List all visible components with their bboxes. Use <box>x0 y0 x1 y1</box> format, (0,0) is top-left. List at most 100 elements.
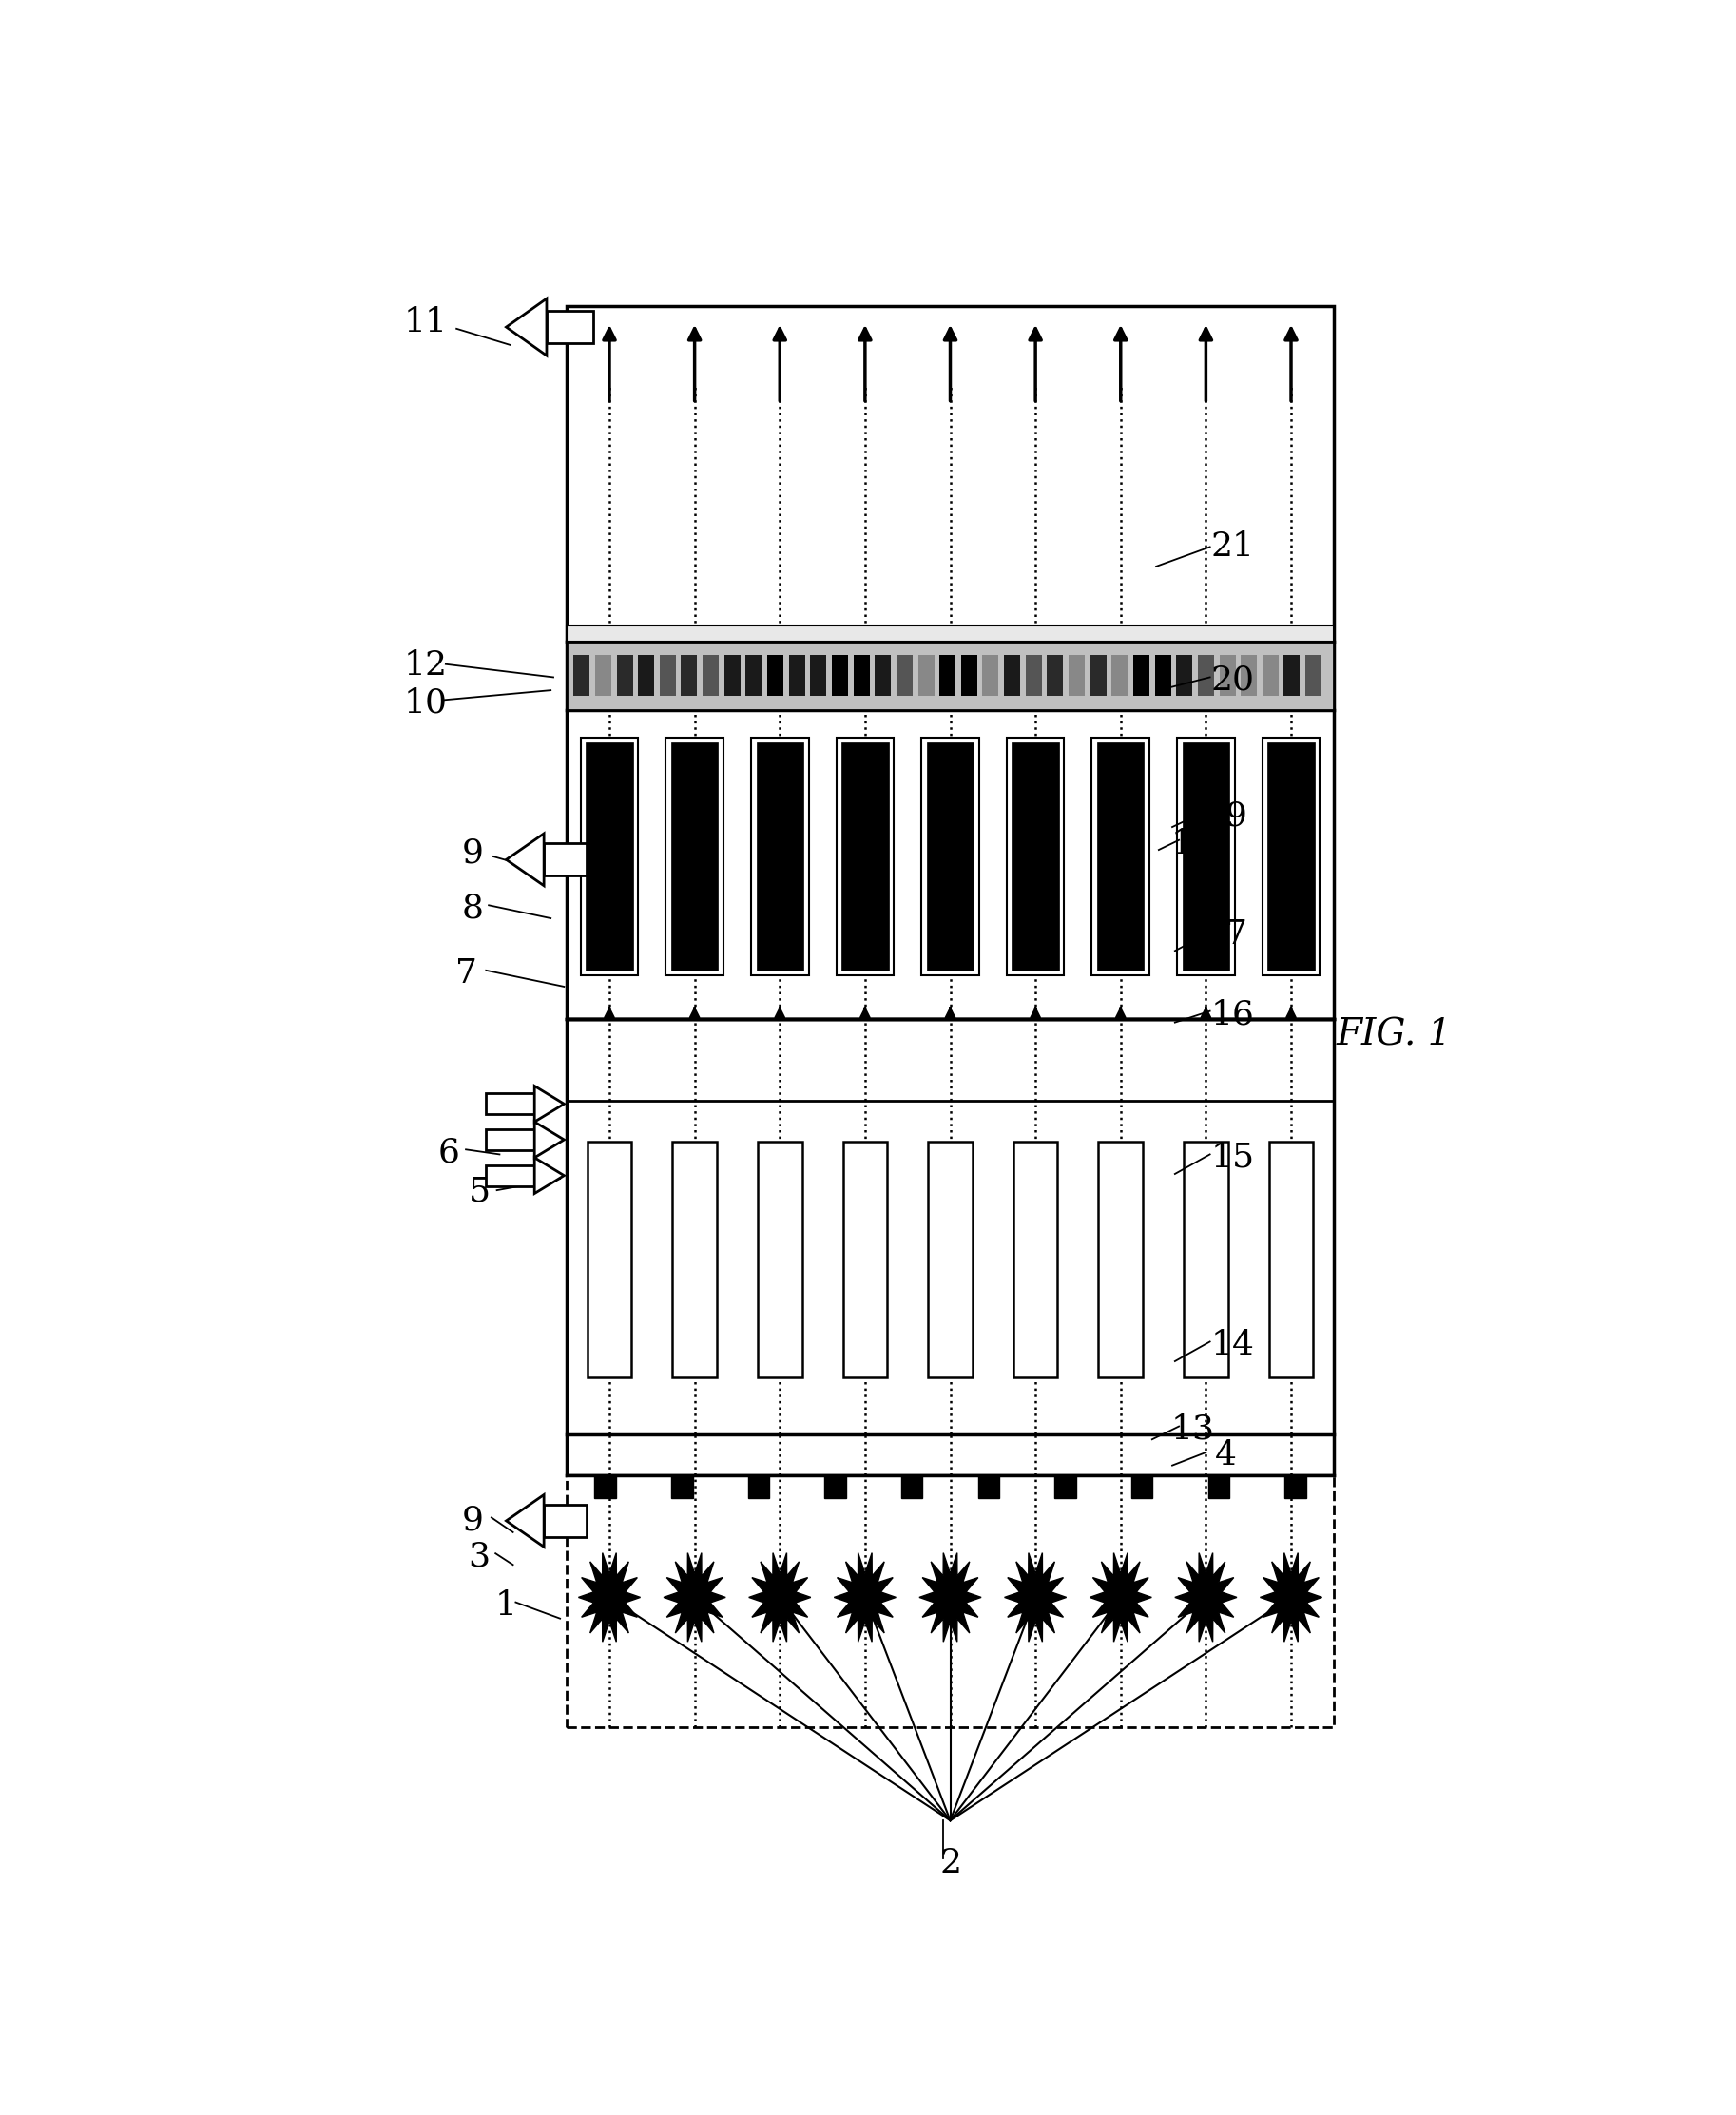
Bar <box>962 656 977 696</box>
Text: 16: 16 <box>1212 998 1255 1030</box>
Text: 1: 1 <box>495 1588 517 1622</box>
Bar <box>486 1093 535 1115</box>
Text: 11: 11 <box>404 307 448 338</box>
Bar <box>1090 656 1106 696</box>
Text: 9: 9 <box>462 838 484 869</box>
Bar <box>875 656 891 696</box>
Text: 17: 17 <box>1205 918 1248 952</box>
Polygon shape <box>1005 1552 1066 1641</box>
Text: 7: 7 <box>455 958 477 990</box>
Bar <box>811 656 826 696</box>
Bar <box>1219 656 1236 696</box>
Bar <box>566 626 1333 641</box>
Bar <box>672 1476 693 1497</box>
Polygon shape <box>578 1552 641 1641</box>
Bar <box>1007 738 1064 975</box>
Bar <box>1069 656 1085 696</box>
Polygon shape <box>535 1157 564 1193</box>
Bar <box>752 738 809 975</box>
Text: 4: 4 <box>1215 1440 1238 1472</box>
Bar <box>1241 656 1257 696</box>
Bar <box>748 1476 769 1497</box>
Text: 3: 3 <box>469 1540 490 1574</box>
Bar <box>757 742 804 971</box>
Bar <box>1262 738 1319 975</box>
Bar <box>566 1476 1333 1728</box>
Polygon shape <box>507 833 543 886</box>
Bar <box>842 742 889 971</box>
Bar <box>832 656 847 696</box>
Bar <box>543 844 587 876</box>
Bar <box>566 1019 1333 1476</box>
Bar <box>573 656 590 696</box>
Bar <box>1208 1476 1229 1497</box>
Bar <box>767 656 783 696</box>
Bar <box>927 742 974 971</box>
Bar <box>486 1165 535 1187</box>
Bar <box>1097 742 1144 971</box>
Text: FIG. 1: FIG. 1 <box>1337 1017 1451 1053</box>
Bar <box>1177 738 1234 975</box>
Bar <box>639 656 654 696</box>
Bar <box>681 656 698 696</box>
Text: 13: 13 <box>1170 1413 1215 1447</box>
Text: 6: 6 <box>437 1136 460 1170</box>
Bar <box>667 738 724 975</box>
Bar <box>1198 656 1213 696</box>
Bar <box>1111 656 1128 696</box>
Bar <box>1267 742 1314 971</box>
Bar <box>1154 656 1170 696</box>
Bar <box>929 1142 972 1377</box>
Bar <box>918 656 934 696</box>
Bar <box>1269 1142 1312 1377</box>
Bar <box>486 1129 535 1151</box>
Text: 21: 21 <box>1212 531 1255 563</box>
Polygon shape <box>663 1552 726 1641</box>
Bar <box>672 742 719 971</box>
Bar <box>746 656 762 696</box>
Polygon shape <box>535 1085 564 1121</box>
Bar <box>837 738 894 975</box>
Polygon shape <box>1260 1552 1323 1641</box>
Bar <box>901 1476 922 1497</box>
Bar <box>1012 742 1059 971</box>
Bar <box>660 656 675 696</box>
Bar <box>1184 1142 1227 1377</box>
Bar <box>1132 1476 1153 1497</box>
Bar <box>977 1476 1000 1497</box>
Bar <box>1014 1142 1057 1377</box>
Bar <box>983 656 998 696</box>
Polygon shape <box>833 1552 896 1641</box>
Bar <box>788 656 806 696</box>
Bar <box>616 656 632 696</box>
Bar <box>757 1142 802 1377</box>
Text: 12: 12 <box>404 649 448 681</box>
Bar <box>896 656 913 696</box>
Text: 8: 8 <box>462 893 484 924</box>
Text: 20: 20 <box>1212 664 1255 696</box>
Bar <box>1182 742 1229 971</box>
Text: 2: 2 <box>939 1846 962 1878</box>
Text: 9: 9 <box>462 1504 484 1538</box>
Bar <box>547 311 594 343</box>
Text: 14: 14 <box>1212 1328 1255 1362</box>
Bar <box>595 656 611 696</box>
Bar <box>566 641 1333 711</box>
Bar <box>1305 656 1321 696</box>
Bar <box>939 656 955 696</box>
Text: 10: 10 <box>404 687 448 719</box>
Bar <box>854 656 870 696</box>
Bar <box>1177 656 1193 696</box>
Text: 5: 5 <box>469 1176 490 1208</box>
Polygon shape <box>507 1495 543 1546</box>
Bar <box>1285 1476 1305 1497</box>
Bar <box>587 742 634 971</box>
Bar <box>580 738 639 975</box>
Polygon shape <box>1090 1552 1151 1641</box>
Bar <box>1285 656 1300 696</box>
Bar <box>1099 1142 1142 1377</box>
Bar <box>1054 1476 1076 1497</box>
Text: 19: 19 <box>1205 799 1248 831</box>
Text: 18: 18 <box>1170 827 1213 859</box>
Polygon shape <box>920 1552 981 1641</box>
